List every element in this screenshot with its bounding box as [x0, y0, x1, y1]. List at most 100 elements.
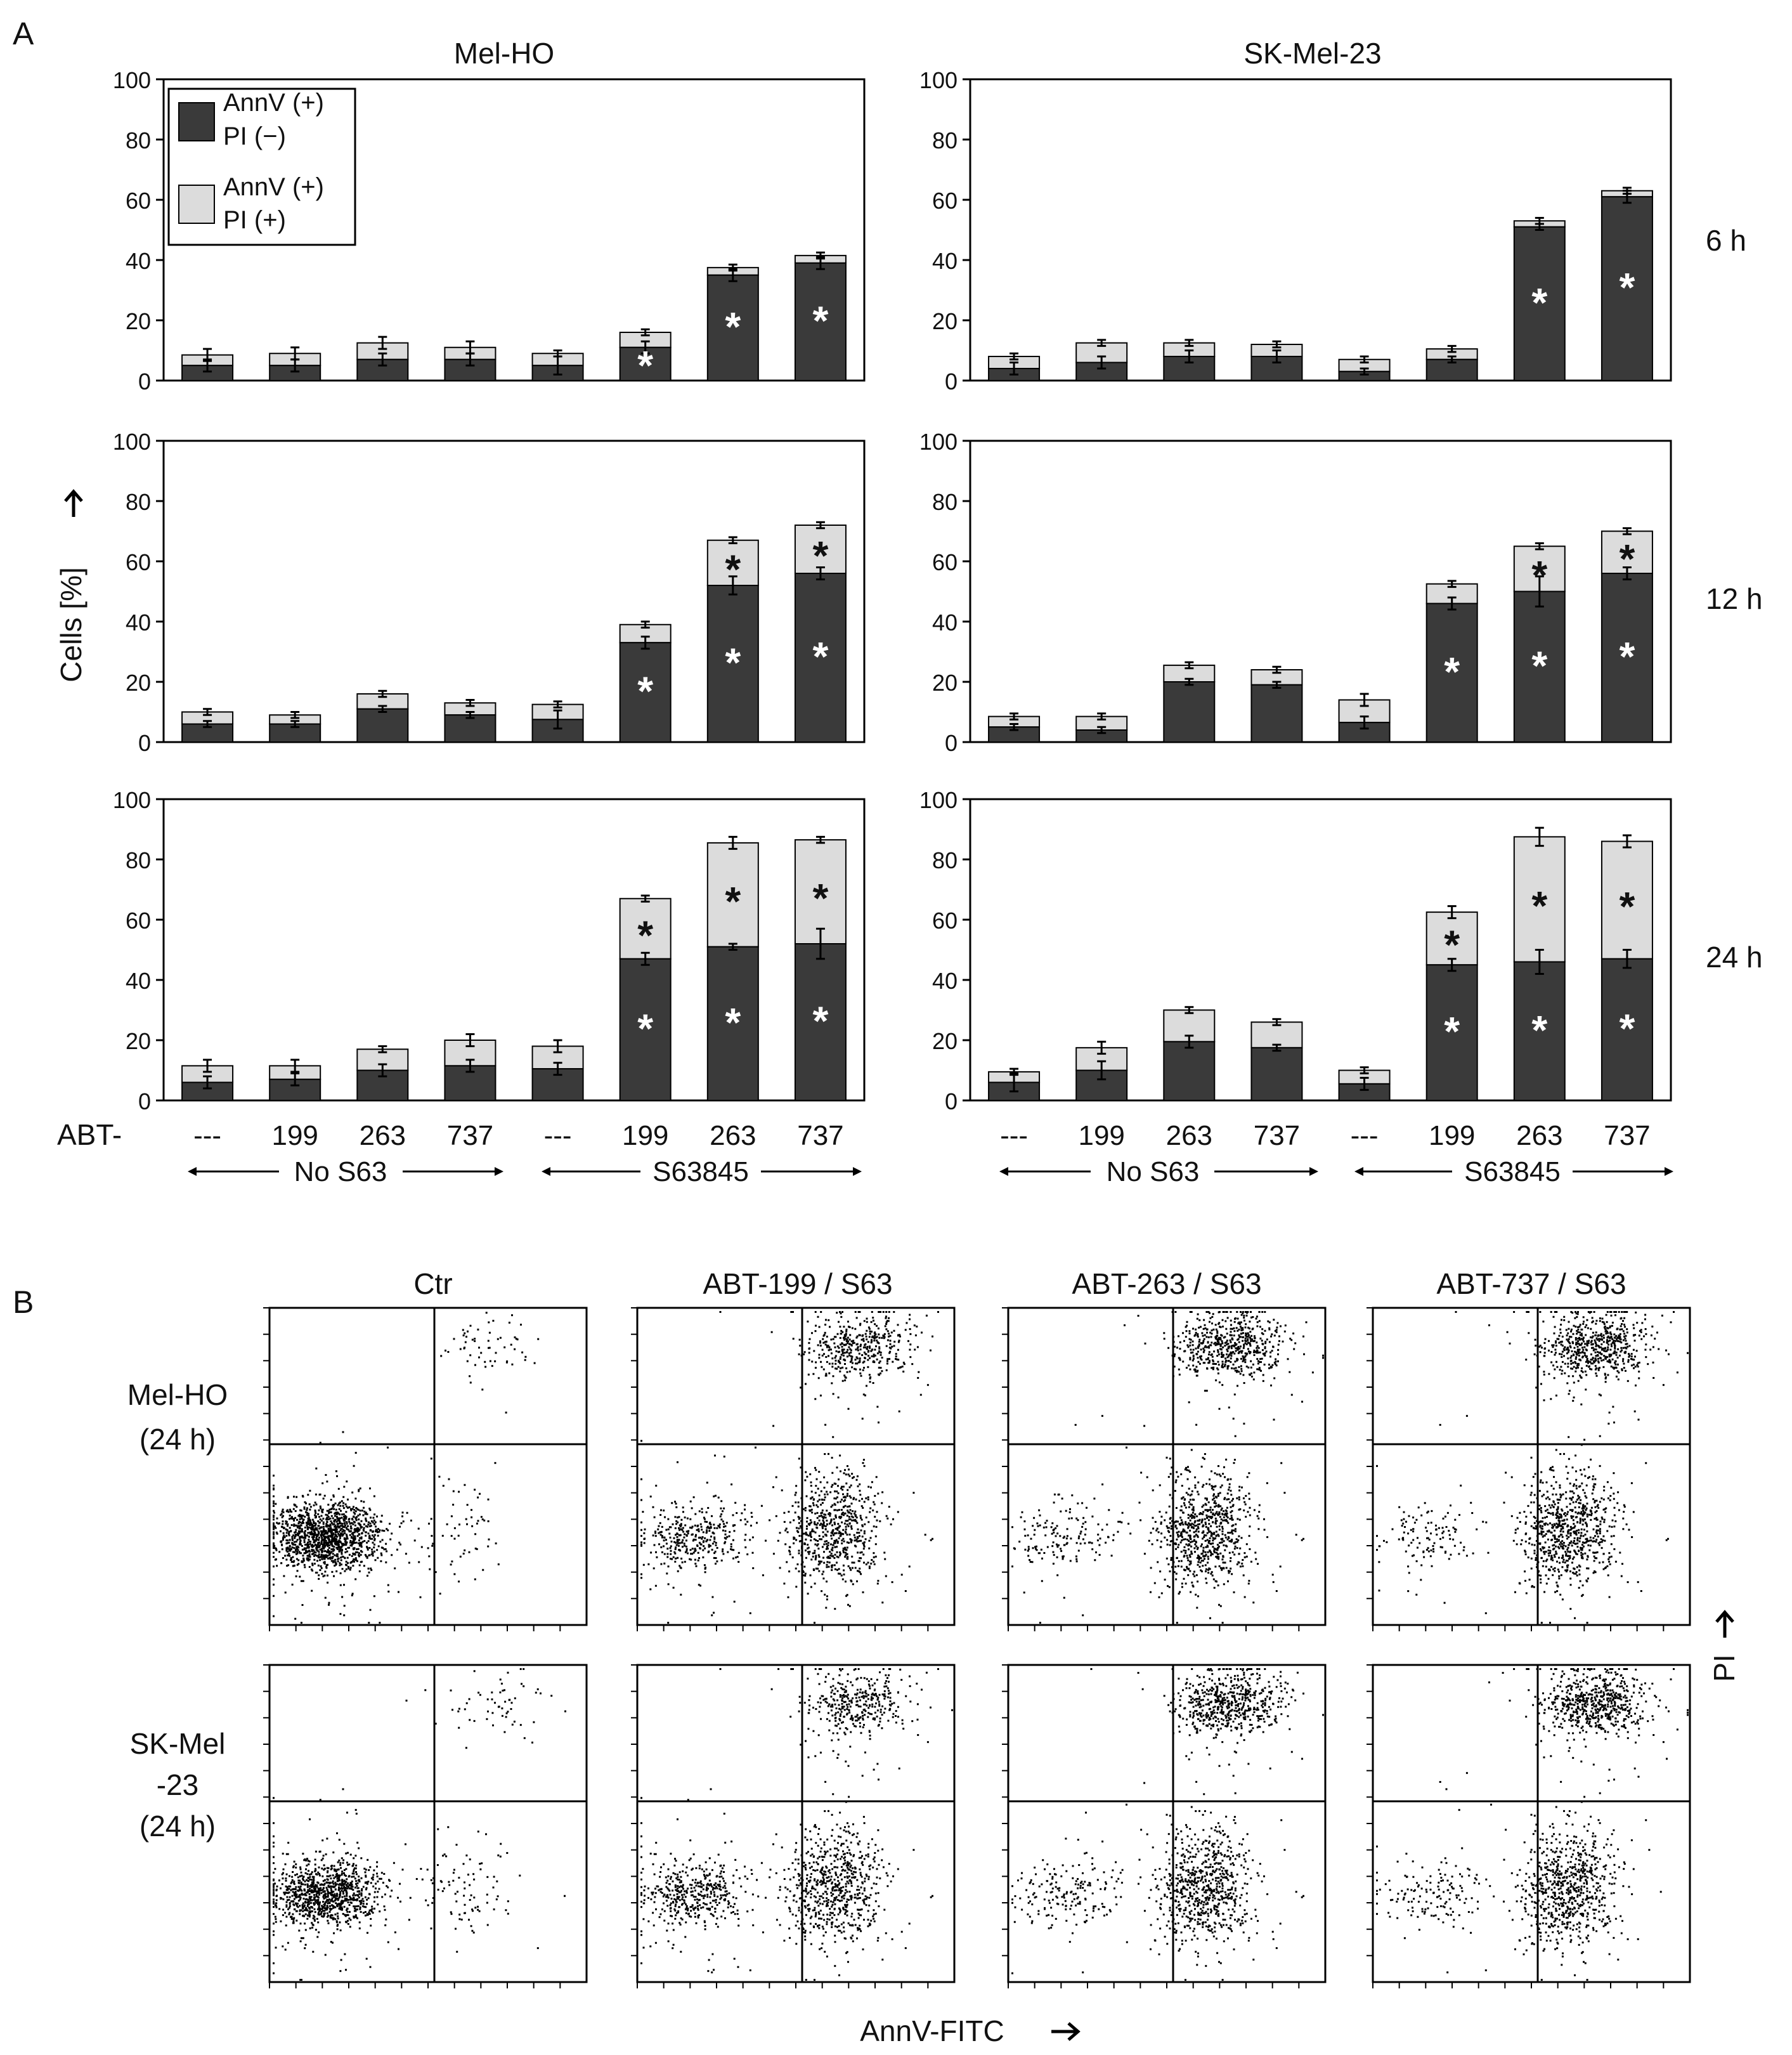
- legend-swatch-light: [178, 185, 215, 224]
- cell-line-title-melho: Mel-HO: [454, 37, 554, 70]
- pi-arrow-icon: [1715, 1610, 1734, 1638]
- error-bar: [465, 1033, 475, 1047]
- significance-star-dark: *: [725, 304, 741, 349]
- flow-frame: [1007, 1307, 1327, 1626]
- panel-a-charts: 0 20 40 60 80 100 * * * 0 20 40 60 80 100 * * 0 20 40 60 80 10…: [113, 67, 1672, 1114]
- error-bar: [1360, 1066, 1369, 1074]
- category-label-right-3: 737: [1254, 1120, 1300, 1151]
- error-bar: [290, 720, 300, 728]
- significance-star-light: *: [725, 878, 741, 924]
- y-tick-label: 20: [126, 670, 151, 696]
- flow-events: [1376, 1311, 1689, 1624]
- error-bar: [553, 1039, 562, 1054]
- category-label-left-3: 737: [447, 1120, 493, 1151]
- category-label-left-4: ---: [544, 1120, 572, 1151]
- error-bar: [1447, 355, 1457, 363]
- error-bar: [640, 951, 650, 966]
- legend: AnnV (+) PI (−) AnnV (+) PI (+): [167, 88, 356, 246]
- error-bar: [203, 348, 212, 362]
- bar-chart-mel-ho-12h: 0 20 40 60 80 100 * * * * *: [113, 429, 866, 756]
- y-tick-label: 0: [138, 369, 151, 395]
- error-bar: [728, 263, 737, 272]
- y-tick-label: 100: [919, 67, 958, 93]
- bar-segment-pi-positive: [1425, 911, 1478, 966]
- error-bar: [1622, 527, 1632, 535]
- bar-segment-pi-negative: [1425, 603, 1478, 743]
- category-label-right-2: 263: [1166, 1120, 1212, 1151]
- bar-chart-mel-ho-24h: 0 20 40 60 80 100 * * * * * *: [113, 787, 866, 1114]
- error-bar: [728, 835, 737, 850]
- significance-star-light: *: [725, 546, 741, 592]
- error-bar: [1185, 349, 1194, 363]
- bar-segment-pi-negative: [1163, 1041, 1216, 1101]
- bar-segment-pi-negative: [794, 943, 847, 1101]
- y-tick-label: 20: [932, 670, 958, 696]
- error-bar: [378, 1063, 387, 1078]
- category-label-left-6: 263: [710, 1120, 756, 1151]
- error-bar: [1360, 715, 1369, 730]
- y-tick-label: 0: [138, 1088, 151, 1114]
- category-label-left-5: 199: [622, 1120, 668, 1151]
- y-tick-label: 0: [945, 730, 958, 756]
- y-tick-label: 20: [126, 1028, 151, 1054]
- error-bar: [640, 894, 650, 903]
- flow-frame: [636, 1307, 956, 1626]
- error-bar: [378, 336, 387, 350]
- error-bar: [465, 1059, 475, 1073]
- y-tick-label: 20: [932, 1028, 958, 1054]
- error-bar: [290, 1072, 300, 1086]
- y-tick-label: 20: [932, 308, 958, 334]
- flow-frame: [1007, 1664, 1327, 1983]
- bar-segment-pi-negative: [1250, 1047, 1303, 1101]
- group-bracket-right-no-s63: No S63: [999, 1156, 1318, 1187]
- error-bar: [1010, 723, 1019, 731]
- panel-a-label: A: [13, 16, 34, 51]
- error-bar: [553, 1062, 562, 1076]
- error-bar: [1272, 1043, 1282, 1052]
- flow-plot-skmel23-2: [1002, 1664, 1327, 1988]
- error-bar: [1272, 349, 1282, 363]
- error-bar: [1447, 958, 1457, 972]
- bar-segment-pi-negative: [706, 585, 759, 743]
- error-bar: [1272, 665, 1282, 674]
- error-bar: [1185, 677, 1194, 686]
- plot-frame: [162, 798, 866, 1102]
- y-tick-label: 60: [932, 908, 958, 934]
- flow-plot-melho-2: [1002, 1307, 1327, 1631]
- bar-segment-pi-positive: [794, 839, 847, 944]
- y-tick-label: 40: [932, 968, 958, 994]
- flow-row-label-skmel-1: SK-Mel: [130, 1727, 226, 1760]
- flow-row-label-melho-1: Mel-HO: [127, 1378, 228, 1411]
- error-bar: [203, 1059, 212, 1073]
- significance-star-dark: *: [812, 634, 828, 679]
- error-bar: [640, 636, 650, 650]
- y-tick-label: 40: [126, 610, 151, 636]
- significance-star-dark: *: [812, 998, 828, 1044]
- bar-chart-sk-mel-23-12h: 0 20 40 60 80 100 * * * * *: [919, 429, 1672, 756]
- bar-chart-mel-ho-6h: 0 20 40 60 80 100 * * *: [113, 67, 866, 395]
- bar-segment-pi-negative: [706, 946, 759, 1101]
- y-tick-label: 40: [932, 610, 958, 636]
- error-bar: [203, 708, 212, 716]
- legend-label-light-2: PI (+): [223, 206, 286, 234]
- time-label-24h: 24 h: [1706, 941, 1763, 974]
- flow-col-title-ctr: Ctr: [413, 1267, 452, 1300]
- legend-label-dark-2: PI (−): [223, 122, 286, 150]
- x-axis-arrow-icon: [1051, 2022, 1081, 2041]
- error-bar: [1097, 339, 1107, 347]
- bar-segment-pi-negative: [1075, 362, 1128, 381]
- y-tick-label: 100: [113, 787, 151, 813]
- y-tick-label: 60: [126, 908, 151, 934]
- y-tick-label: 100: [113, 67, 151, 93]
- significance-star-light: *: [1444, 922, 1460, 968]
- category-labels: --- 199 263 737 --- 199 263 737 --- 199 263 737 --- 1…: [193, 1120, 1651, 1151]
- bar-segment-pi-negative: [794, 573, 847, 743]
- flow-row-label-skmel-2: -23: [157, 1768, 198, 1801]
- error-bar: [1535, 826, 1544, 847]
- bar-segment-pi-positive: [1600, 530, 1653, 574]
- y-tick-label: 80: [126, 127, 151, 153]
- group-bracket-right-s63845: S63845: [1354, 1156, 1673, 1187]
- y-axis-arrow-icon: [64, 489, 83, 517]
- error-bar: [1535, 949, 1544, 975]
